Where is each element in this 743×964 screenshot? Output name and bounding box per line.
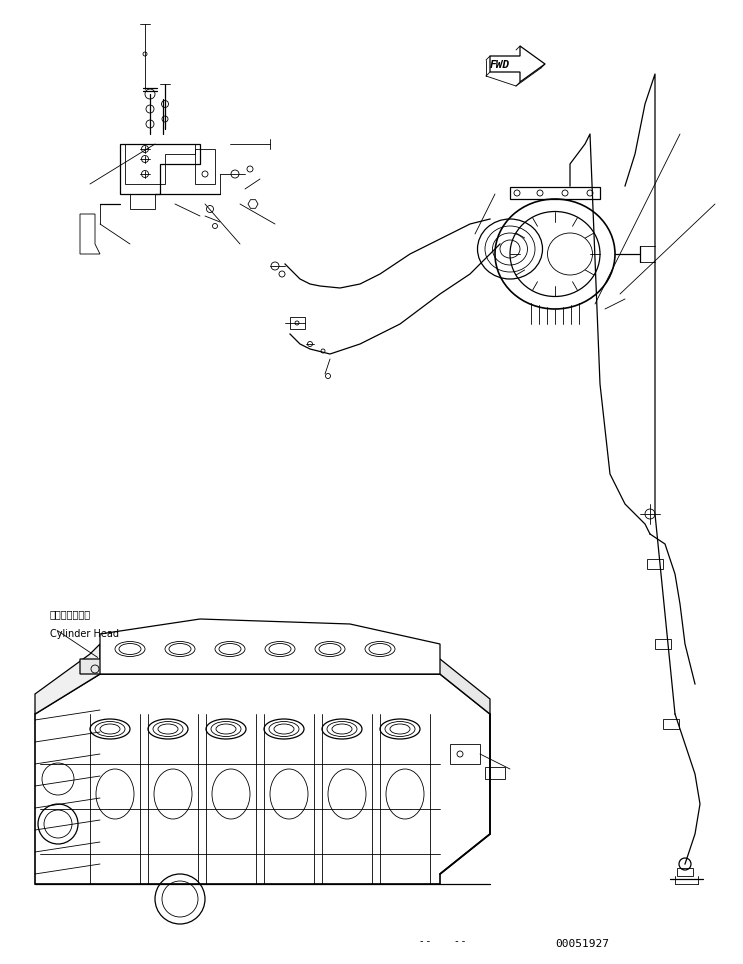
- Bar: [130, 194, 155, 209]
- Bar: [450, 744, 480, 764]
- Text: Cylinder Head: Cylinder Head: [50, 629, 119, 639]
- Polygon shape: [35, 644, 100, 714]
- Bar: [290, 317, 305, 329]
- Text: 00051927: 00051927: [555, 939, 609, 949]
- Polygon shape: [80, 659, 490, 714]
- Bar: [510, 187, 600, 199]
- Polygon shape: [100, 619, 440, 674]
- Bar: [647, 559, 663, 569]
- Bar: [663, 719, 679, 729]
- Bar: [677, 868, 693, 876]
- Bar: [195, 149, 215, 184]
- Bar: [485, 767, 505, 779]
- Text: - -        - -: - - - -: [420, 936, 465, 946]
- Polygon shape: [35, 674, 490, 884]
- Bar: [655, 639, 671, 649]
- Text: シリンダヘッド: シリンダヘッド: [50, 609, 91, 619]
- Text: FWD: FWD: [490, 60, 510, 70]
